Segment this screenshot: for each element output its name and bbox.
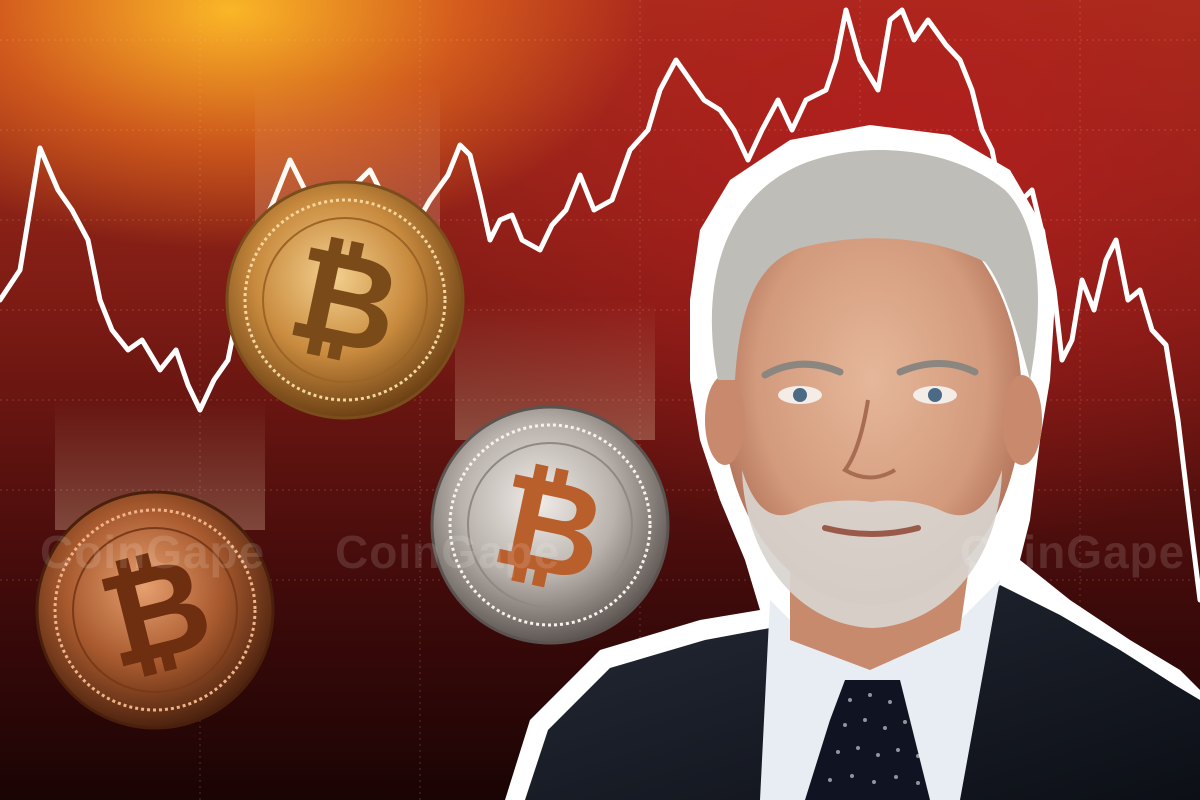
mouth [822,525,921,537]
suit-jacket [525,585,1200,800]
gray-hair [711,150,1038,380]
right-eyebrow [896,360,979,376]
watermark-center: CoinGape [335,526,561,578]
gold-bitcoin-coin: ₿ [225,180,465,420]
right-ear [1002,375,1042,465]
nose [842,399,897,480]
watermark-left: CoinGape [40,526,266,578]
person-portrait [505,125,1200,800]
copper-bitcoin-coin: ₿ [35,490,275,730]
left-ear [705,375,745,465]
left-eyebrow [761,360,844,379]
silver-bitcoin-coin: ₿ [430,405,670,645]
face [722,195,1022,605]
gray-beard [742,470,1002,628]
necktie [805,680,930,800]
watermark-right: CoinGape [960,526,1186,578]
